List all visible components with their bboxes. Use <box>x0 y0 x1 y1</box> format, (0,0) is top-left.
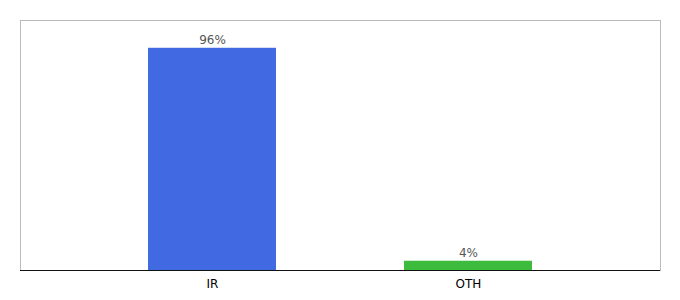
svg-text:96%: 96% <box>199 33 226 47</box>
svg-text:4%: 4% <box>459 246 478 260</box>
svg-text:IR: IR <box>207 277 219 291</box>
svg-text:OTH: OTH <box>456 277 482 291</box>
